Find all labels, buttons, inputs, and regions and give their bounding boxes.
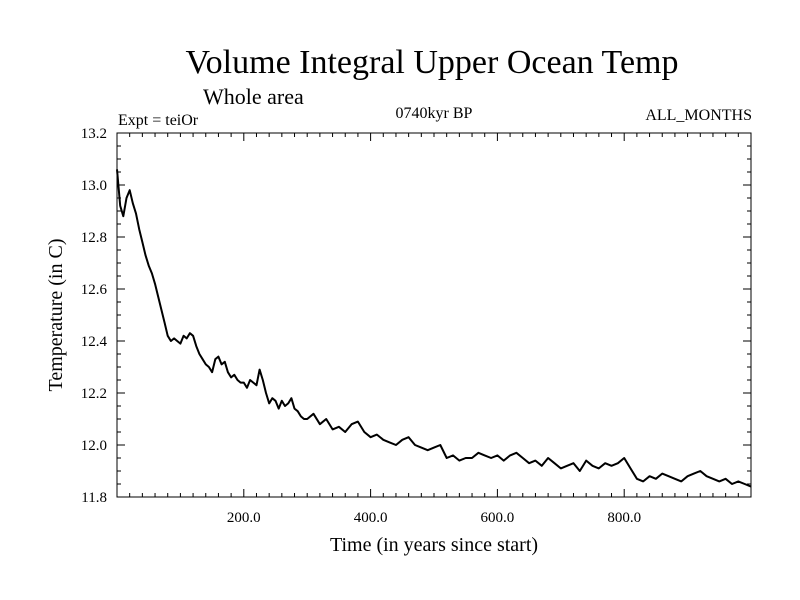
y-tick-label: 11.8 (81, 490, 107, 506)
chart-title: Volume Integral Upper Ocean Temp (186, 44, 679, 81)
y-tick-label: 13.2 (81, 126, 107, 142)
y-axis: 11.8 12.0 12.2 12.4 12.6 12.8 13.0 13.2 (81, 126, 751, 506)
y-tick-label: 12.8 (81, 230, 107, 246)
x-tick-label: 200.0 (227, 510, 261, 526)
y-axis-label: Temperature (in C) (45, 239, 67, 392)
period-label: 0740kyr BP (396, 105, 473, 122)
y-tick-label: 12.2 (81, 386, 107, 402)
x-axis: 200.0 400.0 600.0 800.0 (129, 133, 739, 526)
months-label: ALL_MONTHS (645, 107, 752, 124)
y-tick-label: 12.0 (81, 438, 107, 454)
y-tick-label: 12.4 (81, 334, 108, 350)
series-line-teiOr (116, 169, 752, 488)
y-tick-label: 13.0 (81, 178, 107, 194)
y-tick-label: 12.6 (81, 282, 108, 298)
x-tick-label: 800.0 (607, 510, 641, 526)
x-tick-label: 400.0 (354, 510, 388, 526)
experiment-label: Expt = teiOr (118, 112, 199, 129)
plot-frame (116, 132, 752, 498)
x-axis-label: Time (in years since start) (330, 534, 538, 556)
chart-subtitle: Whole area (203, 84, 304, 109)
x-tick-label: 600.0 (481, 510, 515, 526)
